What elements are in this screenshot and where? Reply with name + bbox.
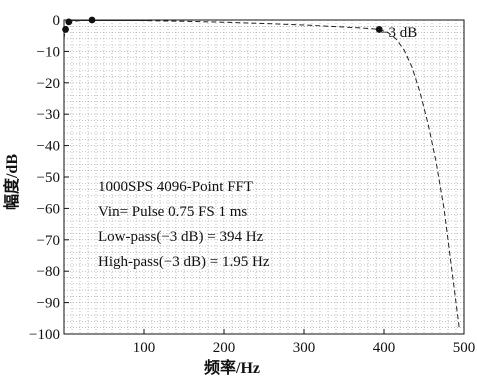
data-marker xyxy=(62,26,69,33)
x-tick-label: 300 xyxy=(293,340,316,356)
cutoff-label: −3 dB xyxy=(380,25,417,41)
y-axis-title: 幅度/dB xyxy=(2,154,21,210)
data-marker xyxy=(65,18,73,26)
y-tick-label: −40 xyxy=(37,139,60,155)
y-tick-label: −70 xyxy=(37,233,60,249)
data-marker xyxy=(88,16,96,24)
data-marker xyxy=(375,26,383,33)
x-tick-label: 500 xyxy=(453,340,476,356)
y-tick-label: 0 xyxy=(53,13,61,29)
info-line: 1000SPS 4096-Point FFT xyxy=(98,179,253,195)
x-tick-label: 100 xyxy=(133,340,156,356)
y-tick-label: −60 xyxy=(37,201,60,217)
x-axis-title: 频率/Hz xyxy=(204,358,260,377)
y-tick-label: −90 xyxy=(37,296,60,312)
axes-layer: 100 200 300 400 500 0 −10 −20 −30 −40 −50 −60 −70 −80… xyxy=(29,13,475,356)
info-line: Low-pass(−3 dB) = 394 Hz xyxy=(98,229,264,245)
y-tick-label: −50 xyxy=(37,170,60,186)
markers-layer xyxy=(62,16,383,33)
y-tick-label: −30 xyxy=(37,107,60,123)
grid-layer xyxy=(64,20,464,334)
y-tick-label: −20 xyxy=(37,76,60,92)
info-line: Vin= Pulse 0.75 FS 1 ms xyxy=(98,204,247,220)
x-tick-label: 200 xyxy=(213,340,236,356)
x-tick-label: 400 xyxy=(373,340,396,356)
info-line: High-pass(−3 dB) = 1.95 Hz xyxy=(98,254,270,270)
annotation-layer: −3 dB 1000SPS 4096-Point FFT Vin= Pulse … xyxy=(98,25,417,270)
y-tick-label: −10 xyxy=(37,44,60,60)
y-tick-label: −80 xyxy=(37,264,60,280)
y-tick-label: −100 xyxy=(29,327,60,343)
